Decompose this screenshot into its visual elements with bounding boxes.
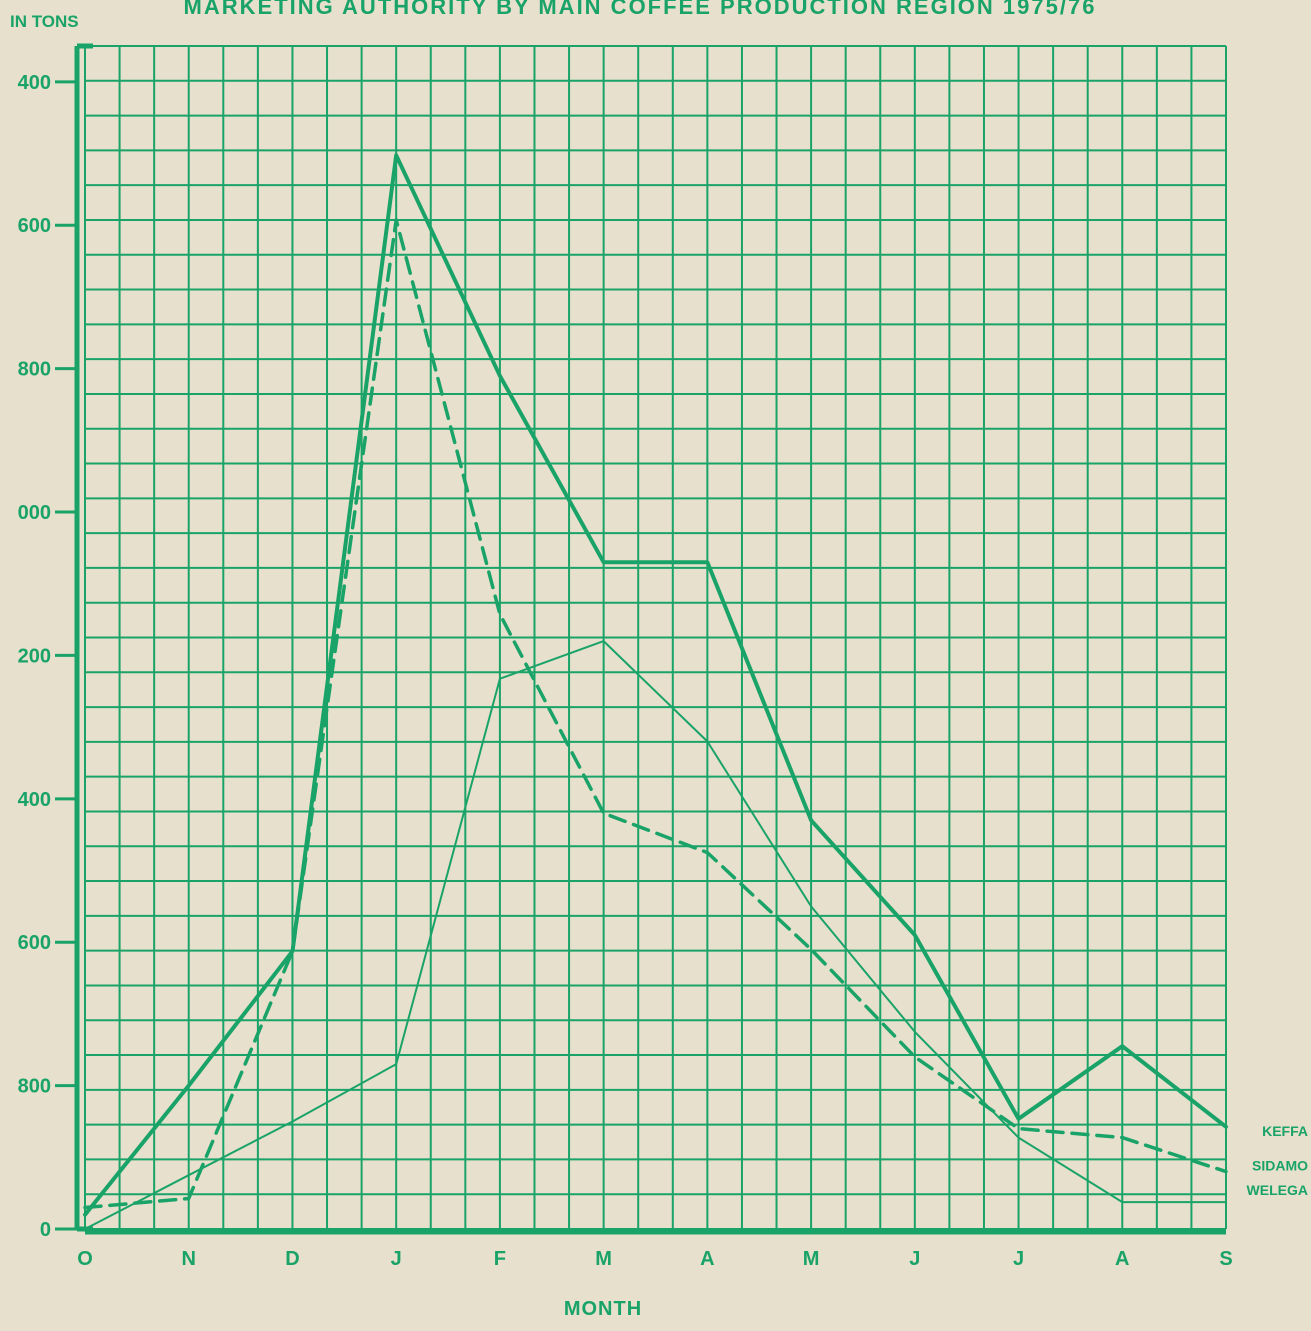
y-tick-label: 0 bbox=[40, 1219, 51, 1241]
x-tick-label: J bbox=[1013, 1248, 1024, 1270]
series-line-sidamo bbox=[83, 218, 1228, 1210]
x-tick-label: F bbox=[494, 1248, 506, 1270]
series-label-keffa: KEFFA bbox=[1262, 1123, 1308, 1139]
series-line-keffa bbox=[83, 153, 1228, 1217]
y-tick-label: 200 bbox=[18, 645, 51, 667]
x-tick-label: M bbox=[595, 1248, 612, 1270]
x-tick-label: D bbox=[285, 1248, 299, 1270]
x-axis-label: MONTH bbox=[564, 1298, 642, 1320]
x-tick-label: A bbox=[700, 1248, 714, 1270]
x-tick-label: S bbox=[1219, 1248, 1232, 1270]
chart-title: MARKETING AUTHORITY BY MAIN COFFEE PRODU… bbox=[184, 0, 1097, 19]
y-unit-label: IN TONS bbox=[10, 12, 79, 31]
y-tick-label: 400 bbox=[18, 789, 51, 811]
y-tick-label: 600 bbox=[18, 932, 51, 954]
series-label-sidamo: SIDAMO bbox=[1252, 1158, 1308, 1174]
x-tick-label: A bbox=[1115, 1248, 1129, 1270]
x-tick-label: O bbox=[77, 1248, 93, 1270]
y-tick-label: 800 bbox=[18, 1076, 51, 1098]
x-tick-label: J bbox=[909, 1248, 920, 1270]
x-tick-label: J bbox=[391, 1248, 402, 1270]
y-tick-label: 000 bbox=[18, 502, 51, 524]
x-tick-label: M bbox=[803, 1248, 820, 1270]
x-tick-label: N bbox=[182, 1248, 196, 1270]
y-tick-label: 800 bbox=[18, 359, 51, 381]
series-line-welega bbox=[84, 640, 1227, 1230]
y-tick-label: 600 bbox=[18, 215, 51, 237]
grid bbox=[84, 45, 1227, 1230]
series-labels: KEFFA SIDAMO WELEGA bbox=[1247, 1123, 1309, 1198]
y-tick-label: 400 bbox=[18, 72, 51, 94]
y-axis-ticks: 0 800 600 400 200 000 800 600 400 bbox=[18, 72, 77, 1241]
series-lines bbox=[83, 153, 1228, 1230]
series-label-welega: WELEGA bbox=[1247, 1182, 1308, 1198]
